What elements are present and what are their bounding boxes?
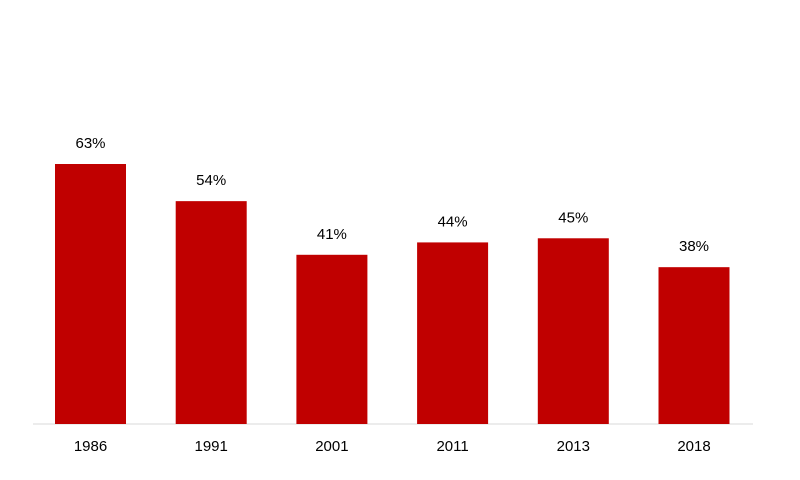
bar [175,201,247,424]
value-label: 54% [196,172,226,189]
value-label: 63% [75,135,105,152]
x-tick-label: 1986 [74,438,107,455]
bar [417,242,489,424]
bar [658,267,730,424]
x-tick-label: 2001 [315,438,348,455]
value-label: 45% [558,209,588,226]
x-tick-label: 1991 [195,438,228,455]
x-tick-label: 2013 [557,438,590,455]
bar [55,164,126,424]
bar [296,254,368,424]
value-label: 38% [679,238,709,255]
x-tick-label: 2018 [677,438,710,455]
bar [537,238,609,424]
value-label: 44% [438,213,468,230]
x-tick-label: 2011 [436,438,468,455]
value-label: 41% [317,226,347,243]
